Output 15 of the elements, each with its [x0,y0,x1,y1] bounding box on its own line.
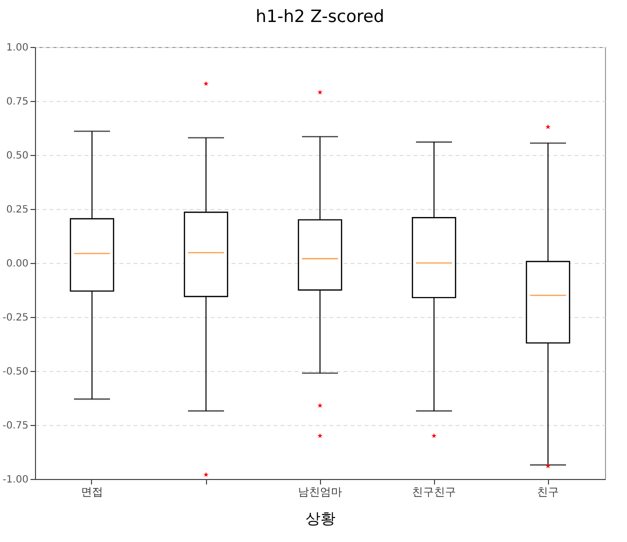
x-tick-label: 친구친구 [412,486,456,498]
y-tick-label: 0.00 [6,258,28,270]
y-tick-label: -1.00 [2,474,28,486]
y-tick-label: 0.75 [6,96,28,108]
y-tick-label: 0.25 [6,204,28,216]
chart-title: h1-h2 Z-scored [256,7,384,27]
x-tick-label: 친구 [537,486,559,498]
y-tick-label: -0.75 [2,420,28,432]
x-tick-label: 남친엄마 [298,486,342,498]
x-tick-label: 면접 [81,486,103,498]
y-tick-label: -0.50 [2,366,28,378]
x-axis-title: 상황 [306,510,336,528]
y-tick-label: 0.50 [6,150,28,162]
y-tick-label: -0.25 [2,312,28,324]
y-tick-label: 1.00 [6,42,28,54]
